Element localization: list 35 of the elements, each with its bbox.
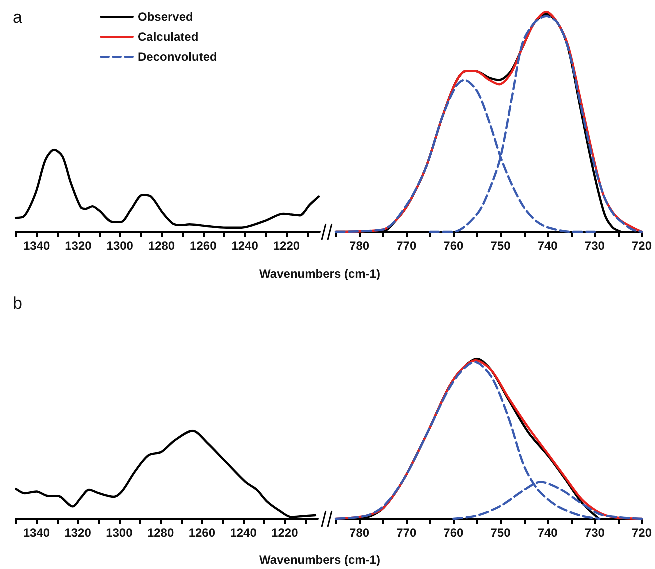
x-tick-label: 1220 [272, 526, 299, 540]
x-axis-title: Wavenumbers (cm-1) [260, 267, 380, 281]
x-tick-label: 1340 [23, 526, 50, 540]
x-tick-label: 1320 [64, 526, 92, 540]
x-tick-label: 1300 [106, 239, 134, 253]
x-tick-label: 770 [396, 239, 417, 253]
x-tick-label: 1260 [190, 239, 218, 253]
x-tick-label: 1220 [273, 239, 300, 253]
legend-label: Deconvoluted [138, 50, 218, 64]
x-axis-title: Wavenumbers (cm-1) [260, 553, 380, 567]
x-tick-label: 1340 [23, 239, 50, 253]
x-tick-label: 1280 [147, 526, 174, 540]
legend-label: Observed [138, 10, 194, 24]
x-tick-label: 1240 [230, 526, 258, 540]
x-tick-label: 720 [632, 239, 652, 253]
x-tick-label: 730 [584, 526, 606, 540]
x-tick-label: 770 [396, 526, 417, 540]
x-tick-label: 780 [350, 526, 370, 540]
chart-title: a [13, 8, 23, 27]
x-tick-label: 1260 [188, 526, 216, 540]
x-tick-label: 780 [350, 239, 370, 253]
x-tick-label: 750 [490, 239, 512, 253]
x-tick-label: 720 [632, 526, 652, 540]
x-tick-label: 760 [444, 526, 464, 540]
x-tick-label: 1280 [148, 239, 176, 253]
chart-title: b [13, 294, 22, 313]
x-tick-label: 740 [538, 239, 558, 253]
x-tick-label: 740 [538, 526, 558, 540]
x-tick-label: 1300 [106, 526, 134, 540]
x-tick-label: 760 [444, 239, 464, 253]
x-tick-label: 750 [490, 526, 512, 540]
legend-label: Calculated [138, 30, 199, 44]
x-tick-label: 1240 [232, 239, 259, 253]
x-tick-label: 1320 [65, 239, 92, 253]
x-tick-label: 730 [584, 239, 606, 253]
